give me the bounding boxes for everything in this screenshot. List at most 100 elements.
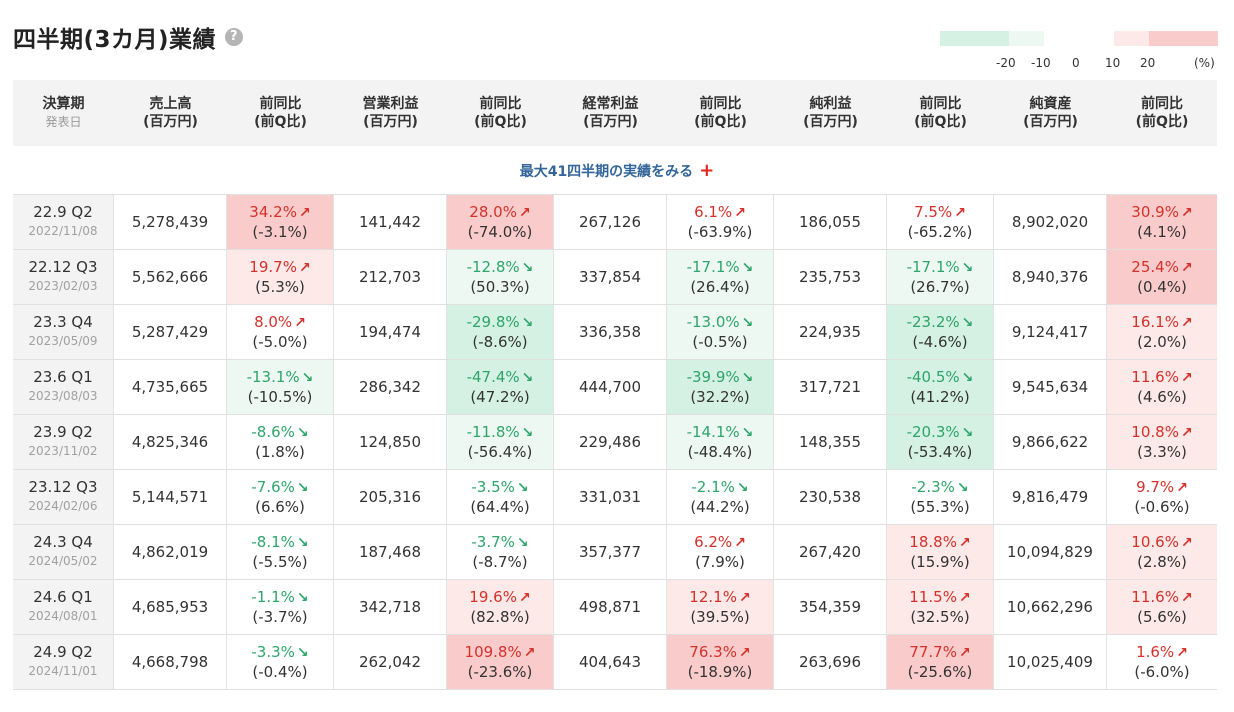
- table-row: 24.3 Q4 2024/05/02 4,862,019 -8.1% ↘ (-5.5%) 1…: [13, 525, 1217, 580]
- arrow-down-right-icon: ↘: [736, 479, 749, 496]
- op-value-cell: 187,468: [334, 525, 447, 579]
- qoq-change: (2.0%): [1137, 332, 1187, 351]
- qoq-change: (-4.6%): [912, 332, 968, 351]
- column-header[interactable]: 前同比 (前Q比): [1107, 80, 1217, 146]
- column-header[interactable]: 前同比 (前Q比): [667, 80, 774, 146]
- legend-swatch: [940, 31, 1009, 46]
- yoy-line: -7.6% ↘: [251, 478, 308, 498]
- page-title: 四半期(3カ月)業績 ?: [13, 20, 244, 54]
- legend-tick-label: 10: [1105, 56, 1121, 70]
- assets-value: 8,902,020: [1011, 213, 1089, 231]
- op-value: 187,468: [358, 543, 422, 561]
- net-value: 230,538: [798, 488, 862, 506]
- assets-value-cell: 9,545,634: [994, 360, 1107, 414]
- sales-value: 5,562,666: [131, 268, 209, 286]
- yoy-change: 19.6%: [469, 587, 517, 606]
- sales-value: 5,287,429: [131, 323, 209, 341]
- column-header[interactable]: 純利益 (百万円): [774, 80, 887, 146]
- ord-value-cell: 331,031: [554, 470, 667, 524]
- op-value-cell: 141,442: [334, 195, 447, 249]
- show-more-link[interactable]: 最大41四半期の実績をみる +: [0, 160, 1234, 181]
- column-header[interactable]: 営業利益 (百万円): [334, 80, 447, 146]
- assets-value: 10,094,829: [1007, 543, 1093, 561]
- arrow-up-right-icon: ↗: [1180, 424, 1193, 441]
- assets-value-cell: 10,662,296: [994, 580, 1107, 634]
- yoy-line: -40.5% ↘: [907, 368, 974, 388]
- plus-icon[interactable]: +: [699, 160, 715, 181]
- column-header[interactable]: 前同比 (前Q比): [447, 80, 554, 146]
- arrow-down-right-icon: ↘: [521, 259, 534, 276]
- period-cell: 22.12 Q3 2023/02/03: [13, 250, 114, 304]
- ord-change-cell: 6.1% ↗ (-63.9%): [667, 195, 774, 249]
- assets-value-cell: 10,025,409: [994, 635, 1107, 689]
- table-row: 23.6 Q1 2023/08/03 4,735,665 -13.1% ↘ (-10.5%…: [13, 360, 1217, 415]
- yoy-change: 34.2%: [249, 202, 297, 221]
- arrow-up-right-icon: ↗: [523, 644, 536, 661]
- yoy-line: 1.6% ↗: [1136, 643, 1188, 663]
- arrow-down-right-icon: ↘: [516, 479, 529, 496]
- period-label: 22.9 Q2: [33, 203, 93, 221]
- yoy-line: 77.7% ↗: [909, 643, 970, 663]
- assets-change-cell: 11.6% ↗ (4.6%): [1107, 360, 1217, 414]
- qoq-change: (7.9%): [695, 552, 745, 571]
- period-cell: 24.9 Q2 2024/11/01: [13, 635, 114, 689]
- arrow-up-right-icon: ↗: [1176, 644, 1188, 661]
- assets-change-cell: 11.6% ↗ (5.6%): [1107, 580, 1217, 634]
- qoq-change: (0.4%): [1137, 277, 1187, 296]
- yoy-change: -40.5%: [906, 367, 960, 386]
- net-value: 317,721: [798, 378, 862, 396]
- arrow-up-right-icon: ↗: [298, 204, 311, 221]
- yoy-line: -13.1% ↘: [247, 368, 314, 388]
- qoq-change: (1.8%): [255, 442, 305, 461]
- column-header[interactable]: 経常利益 (百万円): [554, 80, 667, 146]
- qoq-change: (6.6%): [255, 497, 305, 516]
- column-header[interactable]: 決算期 発表日: [13, 80, 114, 146]
- yoy-change: 76.3%: [689, 642, 737, 661]
- assets-change-cell: 9.7% ↗ (-0.6%): [1107, 470, 1217, 524]
- column-header[interactable]: 前同比 (前Q比): [227, 80, 334, 146]
- assets-value-cell: 8,902,020: [994, 195, 1107, 249]
- column-header[interactable]: 純資産 (百万円): [994, 80, 1107, 146]
- assets-value-cell: 9,866,622: [994, 415, 1107, 469]
- qoq-change: (-0.5%): [692, 332, 748, 351]
- legend-tick-label: -20: [996, 56, 1016, 70]
- assets-value: 10,662,296: [1007, 598, 1093, 616]
- yoy-line: 8.0% ↗: [254, 313, 306, 333]
- qoq-change: (39.5%): [690, 607, 750, 626]
- sales-value-cell: 4,825,346: [114, 415, 227, 469]
- column-header-label: 純資産: [1029, 96, 1072, 112]
- assets-change-cell: 10.8% ↗ (3.3%): [1107, 415, 1217, 469]
- assets-value: 10,025,409: [1007, 653, 1093, 671]
- column-header-unit: (百万円): [143, 114, 198, 130]
- op-change-cell: -11.8% ↘ (-56.4%): [447, 415, 554, 469]
- column-header[interactable]: 前同比 (前Q比): [887, 80, 994, 146]
- show-more-text[interactable]: 最大41四半期の実績をみる: [519, 164, 694, 180]
- arrow-up-right-icon: ↗: [518, 204, 531, 221]
- qoq-change: (5.3%): [255, 277, 305, 296]
- ord-value: 337,854: [578, 268, 642, 286]
- period-label: 24.9 Q2: [33, 643, 93, 661]
- qoq-change: (-56.4%): [467, 442, 533, 461]
- column-header[interactable]: 売上高 (百万円): [114, 80, 227, 146]
- assets-change-cell: 30.9% ↗ (4.1%): [1107, 195, 1217, 249]
- yoy-line: -47.4% ↘: [467, 368, 534, 388]
- yoy-change: 28.0%: [469, 202, 517, 221]
- period-label: 23.3 Q4: [33, 313, 93, 331]
- yoy-change: 30.9%: [1131, 202, 1179, 221]
- qoq-change: (32.2%): [690, 387, 750, 406]
- assets-value-cell: 9,816,479: [994, 470, 1107, 524]
- op-value: 141,442: [358, 213, 422, 231]
- qoq-change: (2.8%): [1137, 552, 1187, 571]
- table-row: 24.9 Q2 2024/11/01 4,668,798 -3.3% ↘ (-0.4%) 2…: [13, 635, 1217, 690]
- page-title-text: 四半期(3カ月)業績: [13, 27, 217, 53]
- sales-value: 4,825,346: [131, 433, 209, 451]
- net-change-cell: 18.8% ↗ (15.9%): [887, 525, 994, 579]
- help-icon[interactable]: ?: [225, 28, 244, 46]
- column-header-unit: (前Q比): [474, 114, 527, 130]
- op-change-cell: -47.4% ↘ (47.2%): [447, 360, 554, 414]
- ord-value-cell: 267,126: [554, 195, 667, 249]
- period-cell: 24.3 Q4 2024/05/02: [13, 525, 114, 579]
- qoq-change: (15.9%): [910, 552, 970, 571]
- net-value-cell: 354,359: [774, 580, 887, 634]
- column-header-unit: (百万円): [583, 114, 638, 130]
